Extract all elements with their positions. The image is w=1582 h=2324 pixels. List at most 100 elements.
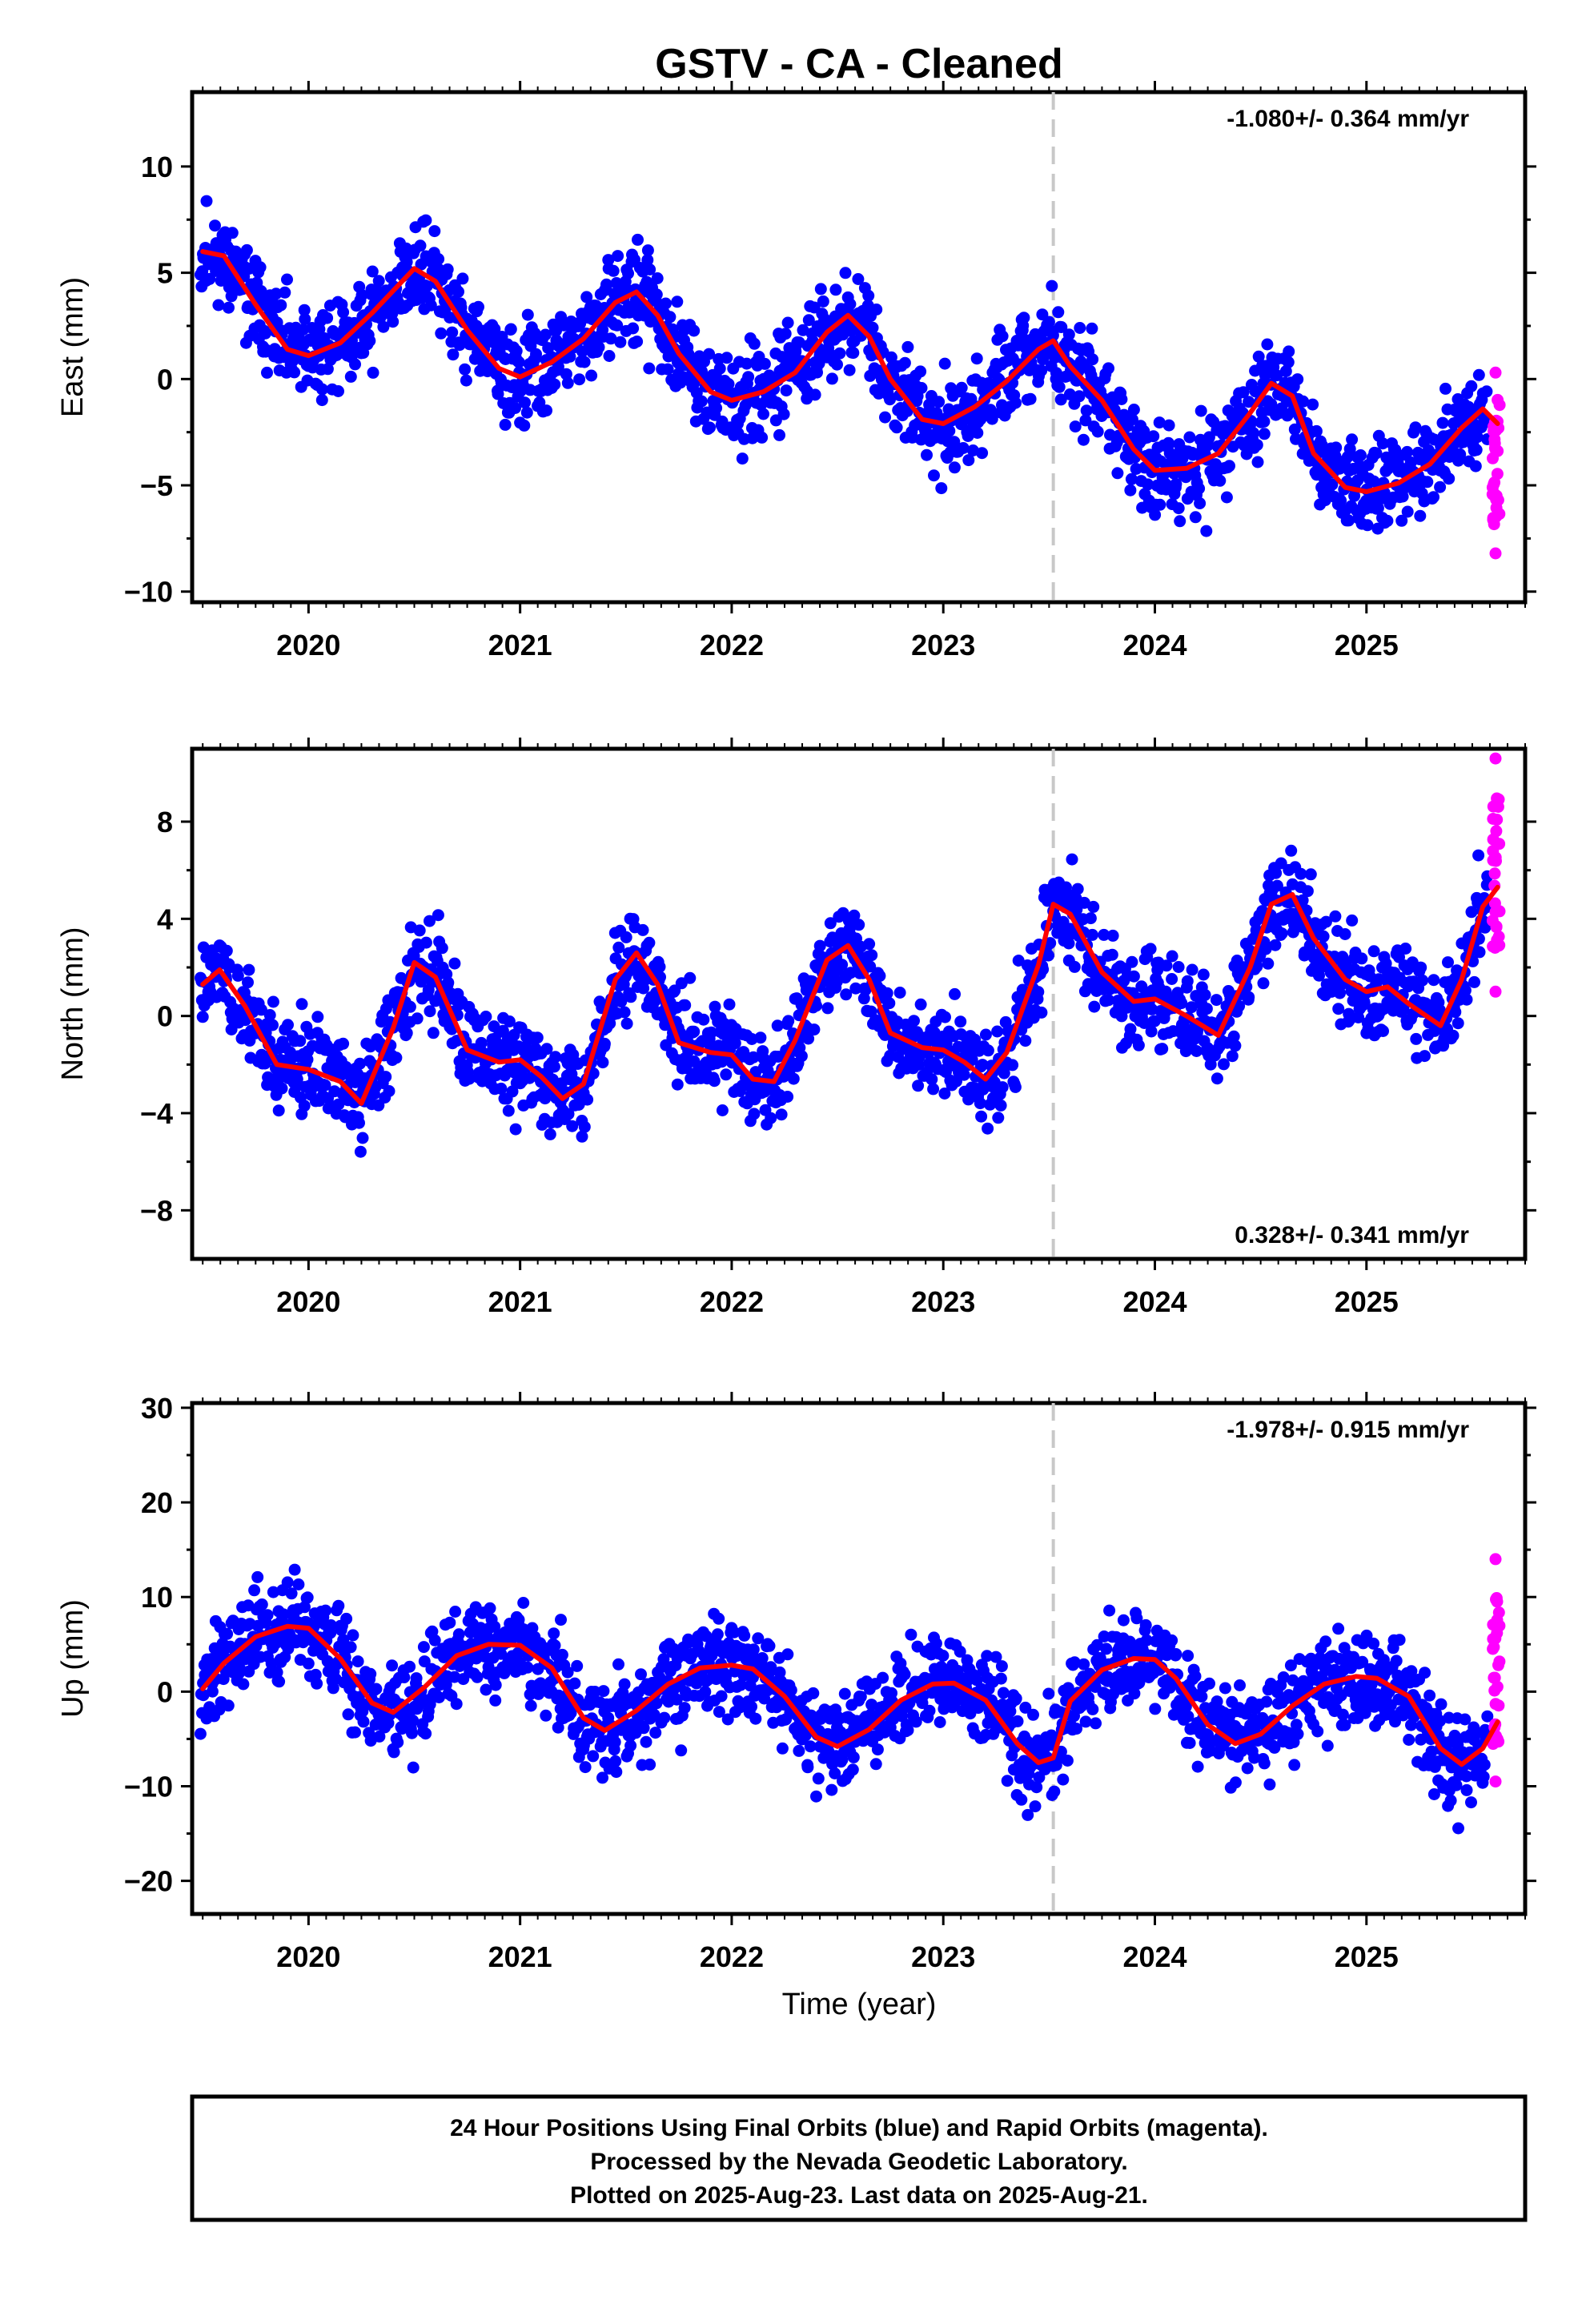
y-tick-label: 0 xyxy=(157,1675,173,1708)
final-orbit-point xyxy=(1439,382,1452,395)
final-orbit-points xyxy=(195,1553,1506,1835)
final-orbit-point xyxy=(865,949,878,962)
final-orbit-point xyxy=(643,362,656,375)
final-orbit-point xyxy=(1018,312,1030,324)
y-tick-label: 10 xyxy=(141,151,173,183)
rapid-orbit-point xyxy=(1490,825,1503,838)
final-orbit-point xyxy=(742,371,755,384)
final-orbit-point xyxy=(1046,329,1059,342)
final-orbit-point xyxy=(991,1025,1004,1038)
final-orbit-point xyxy=(562,1108,575,1120)
final-orbit-point xyxy=(311,1011,324,1023)
final-orbit-point xyxy=(298,1100,311,1112)
final-orbit-point xyxy=(864,960,877,973)
final-orbit-point xyxy=(709,1000,721,1013)
final-orbit-point xyxy=(1186,963,1199,976)
final-orbit-point xyxy=(1288,423,1301,436)
final-orbit-point xyxy=(943,424,956,437)
final-orbit-point xyxy=(782,1015,795,1027)
final-orbit-point xyxy=(962,454,975,467)
final-orbit-point xyxy=(926,1073,938,1086)
final-orbit-point xyxy=(780,384,793,397)
final-orbit-point xyxy=(1237,386,1250,399)
final-orbit-point xyxy=(571,1659,584,1672)
final-orbit-point xyxy=(391,1736,404,1749)
final-orbit-point xyxy=(971,427,984,439)
final-orbit-point xyxy=(1469,460,1482,472)
final-orbit-point xyxy=(1115,393,1128,405)
final-orbit-point xyxy=(495,1082,508,1095)
final-orbit-point xyxy=(954,1015,967,1028)
final-orbit-point xyxy=(387,316,400,328)
final-orbit-point xyxy=(1379,957,1392,970)
final-orbit-point xyxy=(386,1659,399,1672)
final-orbit-point xyxy=(1454,448,1467,460)
final-orbit-point xyxy=(504,323,517,336)
final-orbit-point xyxy=(1223,460,1235,472)
final-orbit-point xyxy=(340,1612,353,1625)
final-orbit-point xyxy=(795,1050,808,1063)
final-orbit-point xyxy=(321,312,334,324)
rapid-orbit-point xyxy=(1491,468,1504,480)
final-orbit-point xyxy=(898,1668,911,1681)
final-orbit-point xyxy=(1185,1001,1198,1014)
final-orbit-point xyxy=(240,243,253,256)
final-orbit-point xyxy=(1470,444,1483,456)
final-orbit-point xyxy=(197,1689,210,1702)
final-orbit-point xyxy=(1371,501,1384,514)
final-orbit-point xyxy=(1296,894,1309,907)
final-orbit-point xyxy=(277,1608,290,1621)
final-orbit-point xyxy=(1086,353,1099,366)
final-orbit-point xyxy=(539,328,552,341)
final-orbit-point xyxy=(404,1000,416,1013)
final-orbit-point xyxy=(1138,1017,1150,1029)
final-orbit-point xyxy=(869,1758,882,1771)
final-orbit-point xyxy=(301,1591,314,1604)
final-orbit-point xyxy=(840,988,853,1001)
final-orbit-point xyxy=(1127,970,1140,983)
final-orbit-point xyxy=(723,998,736,1011)
final-orbit-point xyxy=(1468,975,1480,988)
final-orbit-point xyxy=(442,976,455,989)
final-orbit-point xyxy=(220,944,233,957)
final-orbit-point xyxy=(498,1667,511,1679)
final-orbit-point xyxy=(519,396,531,409)
final-orbit-point xyxy=(1465,906,1478,919)
final-orbit-point xyxy=(923,1704,936,1717)
final-orbit-point xyxy=(1162,419,1175,432)
final-orbit-point xyxy=(721,1713,734,1726)
east-panel: 10 5 0 −5 −10 2020 2021 2022 2023 2024 2025 East (m… xyxy=(56,81,1536,661)
final-orbit-point xyxy=(635,1668,647,1681)
final-orbit-point xyxy=(640,1735,652,1748)
final-orbit-point xyxy=(1156,1043,1169,1055)
final-orbit-point xyxy=(1098,928,1110,941)
final-orbit-point xyxy=(1452,1017,1464,1030)
final-orbit-point xyxy=(748,1108,761,1120)
final-orbit-point xyxy=(311,1677,323,1690)
final-orbit-point xyxy=(417,1641,430,1654)
final-orbit-point xyxy=(801,1761,814,1774)
final-orbit-point xyxy=(1220,491,1233,504)
final-orbit-point xyxy=(400,255,413,268)
final-orbit-point xyxy=(881,987,893,999)
final-orbit-point xyxy=(377,320,390,333)
final-orbit-point xyxy=(242,976,254,989)
final-orbit-point xyxy=(548,1627,560,1640)
final-orbit-point xyxy=(785,1684,797,1696)
final-orbit-point xyxy=(877,1671,889,1684)
final-orbit-point xyxy=(404,1660,416,1673)
final-orbit-point xyxy=(1443,472,1456,485)
final-orbit-point xyxy=(849,982,862,995)
final-orbit-point xyxy=(1427,491,1439,504)
y-tick-label: 30 xyxy=(141,1392,173,1425)
final-orbit-point xyxy=(436,942,448,955)
final-orbit-point xyxy=(775,1108,788,1121)
final-orbit-point xyxy=(480,1011,492,1023)
final-orbit-point xyxy=(756,431,769,444)
final-orbit-point xyxy=(754,1031,767,1044)
final-orbit-point xyxy=(938,1088,951,1100)
final-orbit-point xyxy=(1088,1000,1101,1013)
final-orbit-point xyxy=(636,923,649,936)
final-orbit-point xyxy=(1189,511,1202,524)
final-orbit-point xyxy=(697,1013,710,1026)
